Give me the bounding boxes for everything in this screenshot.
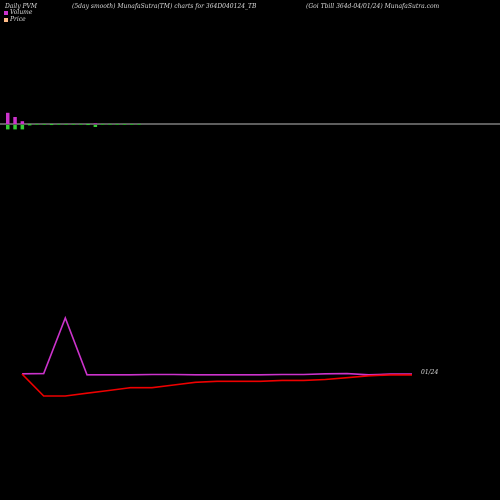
- momentum-bar-down: [20, 125, 25, 130]
- momentum-bars: [6, 112, 141, 130]
- chart-type-label: Daily PVM: [5, 3, 38, 10]
- legend-price: Price: [4, 16, 26, 23]
- momentum-bar-down: [6, 125, 10, 130]
- momentum-bar: [108, 124, 112, 125]
- momentum-bar: [115, 124, 119, 125]
- momentum-bar: [35, 124, 39, 125]
- momentum-bar: [130, 124, 134, 125]
- momentum-bar: [42, 124, 46, 125]
- momentum-bar: [64, 124, 68, 125]
- legend-price-swatch: [4, 17, 8, 22]
- momentum-bar: [122, 124, 127, 125]
- momentum-bar: [20, 121, 25, 124]
- momentum-bar: [57, 124, 61, 125]
- momentum-bar: [86, 124, 90, 126]
- momentum-bar-down: [13, 125, 17, 130]
- volume-line: [21, 315, 412, 376]
- legend-volume: Volume: [4, 9, 32, 16]
- momentum-bar-down: [93, 125, 98, 127]
- momentum-bar: [6, 112, 10, 124]
- momentum-bar: [100, 124, 105, 125]
- legend-price-label: Price: [10, 16, 26, 23]
- legend-volume-label: Volume: [10, 9, 33, 16]
- momentum-bar: [71, 124, 76, 125]
- momentum-bar: [13, 117, 17, 124]
- momentum-bar: [79, 124, 83, 125]
- chart-title: (5day smooth) MunafaSutra(TM) charts for…: [72, 3, 257, 10]
- date-label: 01/24: [421, 369, 439, 376]
- legend-volume-swatch: [4, 10, 8, 15]
- chart-source-label: (Goi Tbill 364d-04/01/24) MunafaSutra.co…: [306, 3, 440, 10]
- momentum-bar: [27, 124, 32, 126]
- momentum-bar: [49, 124, 54, 126]
- price-line: [21, 373, 412, 397]
- momentum-bar: [137, 124, 141, 125]
- momentum-bar: [93, 123, 98, 124]
